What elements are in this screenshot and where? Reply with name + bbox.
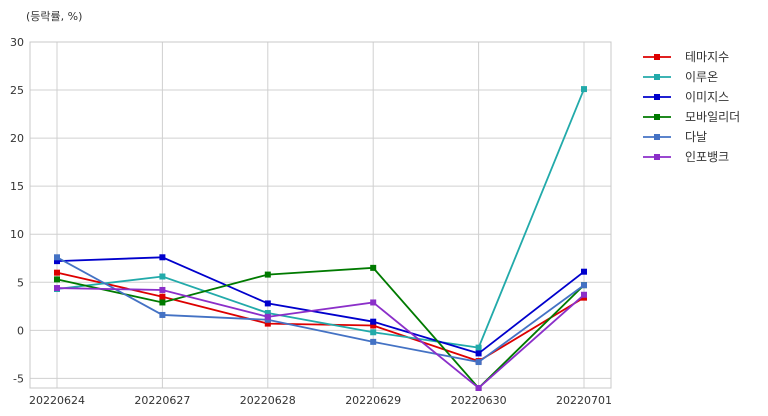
data-point [264,320,271,327]
y-tick-label: 25 [10,84,24,97]
data-point [370,318,377,325]
data-point [581,268,587,275]
data-point [581,291,587,298]
plot-frame [29,41,612,389]
series-line [56,266,585,390]
series-line [56,271,585,363]
data-point [54,254,60,261]
legend-marker [654,94,660,100]
data-point [264,310,271,317]
series-1 [54,269,587,365]
series-line [56,88,585,349]
legend-item: 인포뱅크 [643,150,729,164]
legend-item: 테마지수 [643,50,729,64]
data-point [475,350,482,357]
y-tick-label: 15 [10,180,24,193]
data-point [581,86,587,93]
y-unit-label: (등락률, %) [26,10,82,23]
data-point [370,322,377,329]
x-tick-label: 20220627 [134,394,190,407]
grid [30,41,611,388]
data-point [159,286,166,293]
data-point [370,338,377,345]
legend-marker [654,114,660,120]
series-line [56,256,585,364]
legend-label: 테마지수 [685,50,729,64]
data-point [54,285,60,292]
legend-item: 모바일리더 [643,110,740,124]
data-point [159,254,166,261]
x-tick-label: 20220629 [345,394,401,407]
series-layer [54,86,587,391]
legend-item: 이루온 [643,70,718,84]
y-tick-label: 0 [17,324,24,337]
data-point [159,293,166,300]
legend-marker [654,54,660,60]
legend-label: 이루온 [685,70,718,84]
series-4 [54,264,587,391]
legend-label: 이미지스 [685,90,729,104]
y-tick-label: 20 [10,132,24,145]
x-tick-label: 20220701 [556,394,612,407]
y-tick-label: -5 [13,372,24,385]
x-tick-label: 20220630 [451,394,507,407]
data-point [54,269,60,276]
series-3 [54,254,587,357]
data-point [370,299,377,306]
data-point [370,264,377,271]
legend-item: 이미지스 [643,90,729,104]
series-line [56,287,585,390]
data-point [475,359,482,366]
data-point [54,276,60,283]
y-tick-label: 30 [10,36,24,49]
legend-label: 인포뱅크 [685,150,729,164]
x-tick-labels: 20220624 20220627 20220628 20220629 20220630… [29,394,612,407]
data-point [264,300,271,307]
series-line [56,256,585,355]
data-point [264,271,271,278]
data-point [475,344,482,351]
data-point [54,258,60,265]
y-tick-label: 10 [10,228,24,241]
series-2 [54,86,587,351]
y-tick-label: 5 [17,276,24,289]
legend-label: 모바일리더 [685,110,740,124]
legend-label: 다날 [685,130,707,144]
data-point [264,313,271,320]
axes [29,41,612,389]
x-tick-label: 20220628 [240,394,296,407]
data-point [159,299,166,306]
legend-item: 다날 [643,130,707,144]
legend-marker [654,154,660,160]
data-point [475,385,482,391]
data-point [581,282,587,289]
legend-marker [654,74,660,80]
data-point [370,329,377,336]
data-point [159,273,166,280]
data-point [159,311,166,318]
legend-marker [654,134,660,140]
y-tick-labels: -5 0 5 10 15 20 25 30 [10,36,24,385]
x-tick-label: 20220624 [29,394,85,407]
series-6 [54,285,587,391]
